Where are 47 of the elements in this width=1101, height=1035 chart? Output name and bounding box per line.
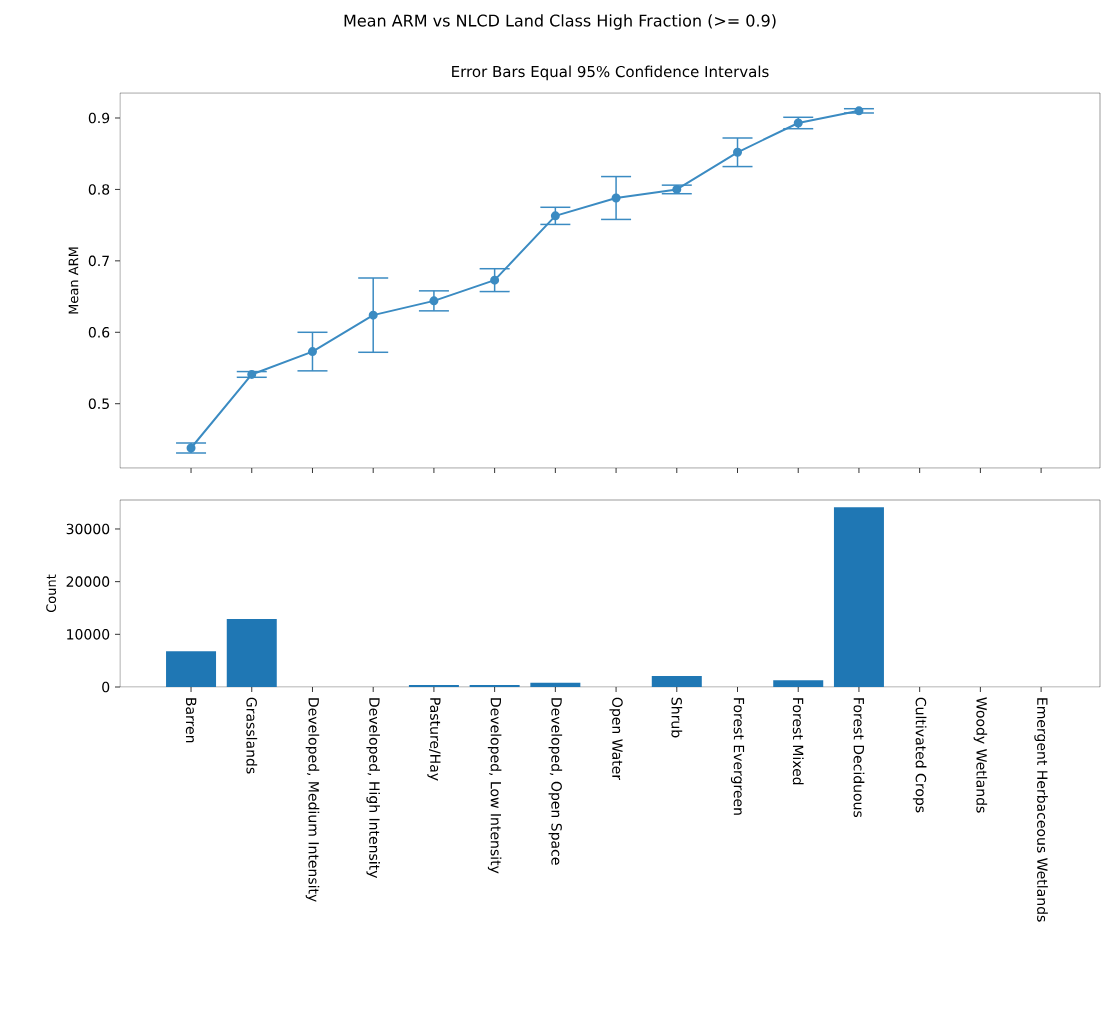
y-axis-title: Mean ARM	[68, 247, 79, 314]
chart-title: Mean ARM vs NLCD Land Class High Fraction (>= 0.9)	[344, 14, 776, 30]
x-tick-label: Forest Evergreen	[730, 698, 745, 815]
y-tick-label: 0.8	[88, 184, 110, 195]
x-tick-label: Cultivated Crops	[912, 697, 927, 813]
point	[429, 296, 439, 306]
point	[368, 310, 378, 320]
x-tick-label: Pasture/Hay	[427, 698, 441, 781]
y-tick-label: 0.7	[88, 255, 109, 267]
bar	[530, 682, 581, 687]
bar	[469, 684, 520, 687]
point	[672, 184, 682, 194]
x-tick-label: Forest Deciduous	[853, 698, 865, 818]
x-tick-label: Shrub	[671, 697, 683, 738]
x-tick-label: Woody Wetlands	[973, 697, 988, 813]
y-tick-label: 20000	[66, 576, 110, 587]
bar	[226, 619, 277, 687]
y-tick-label: 0.5	[88, 398, 109, 410]
y-tick-label: 0.6	[88, 326, 110, 338]
x-tick-label: Developed, Open Space	[548, 698, 563, 865]
x-tick-label: Developed, Low Intensity	[487, 698, 502, 874]
point	[611, 193, 621, 203]
point	[307, 347, 317, 357]
point	[490, 275, 500, 285]
y-axis-title: Count	[46, 574, 57, 613]
point	[733, 147, 743, 157]
y-tick-label: 30000	[66, 523, 110, 535]
x-tick-label: Developed, Medium Intensity	[305, 698, 320, 902]
point	[247, 369, 257, 379]
bar	[166, 651, 217, 687]
x-tick-label: Forest Mixed	[792, 698, 804, 785]
x-tick-label: Barren	[185, 698, 197, 743]
bar	[651, 675, 702, 687]
x-tick-label: Emergent Herbaceous Wetlands	[1034, 698, 1048, 922]
x-tick-label: Developed, High Intensity	[366, 698, 380, 879]
x-tick-label: Grasslands	[246, 697, 258, 774]
bar	[773, 680, 824, 687]
bar	[408, 684, 459, 687]
chart-subtitle: Error Bars Equal 95% Confidence Intervals	[452, 65, 769, 81]
point	[550, 211, 560, 221]
point	[793, 118, 803, 128]
x-tick-label: Open Water	[609, 697, 623, 781]
point	[854, 106, 864, 116]
bar	[833, 507, 884, 687]
y-tick-label: 10000	[67, 629, 110, 640]
y-tick-label: 0	[102, 681, 110, 693]
y-tick-label: 0.9	[88, 112, 110, 124]
